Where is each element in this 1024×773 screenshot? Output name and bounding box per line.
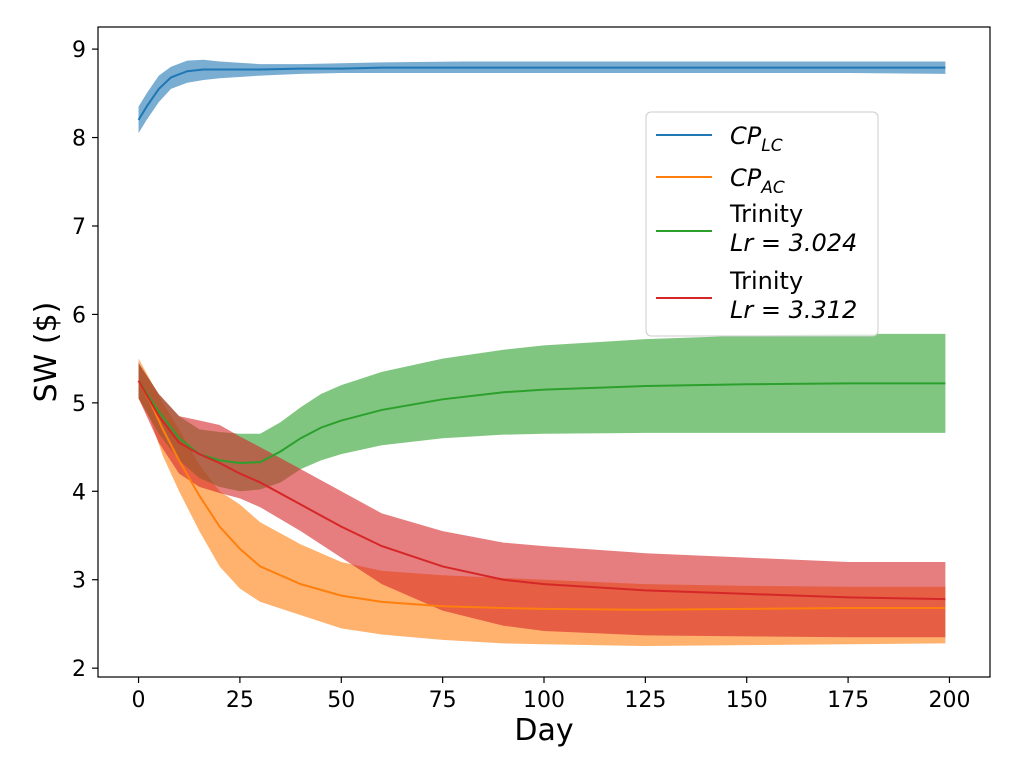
y-tick-label: 9 <box>72 38 86 63</box>
legend-label-4: Trinity <box>729 267 803 295</box>
band-series-2 <box>138 358 946 647</box>
y-tick-label: 4 <box>72 480 86 505</box>
x-tick-label: 50 <box>327 688 355 713</box>
series-lines <box>137 66 946 611</box>
y-tick-label: 3 <box>72 569 86 594</box>
line-series-4 <box>137 380 946 601</box>
x-tick-label: 0 <box>132 688 146 713</box>
y-tick-label: 8 <box>72 127 86 152</box>
legend-label-3-line2: Lr = 3.024 <box>730 229 857 257</box>
y-tick-label: 7 <box>72 215 86 240</box>
x-tick-label: 125 <box>624 688 666 713</box>
x-axis-label: Day <box>514 713 573 748</box>
legend-label-1: CPLC <box>730 122 783 156</box>
legend-label-2: CPAC <box>730 164 785 198</box>
x-axis-ticks: 0 25 50 75 100 125 150 175 200 <box>132 677 970 713</box>
y-tick-label: 5 <box>72 392 86 417</box>
x-tick-label: 100 <box>523 688 565 713</box>
band-series-3 <box>138 333 946 492</box>
line-series-2 <box>137 380 946 611</box>
x-tick-label: 25 <box>226 688 254 713</box>
y-axis-label: SW ($) <box>29 302 64 403</box>
y-tick-label: 6 <box>72 303 86 328</box>
band-series-4 <box>138 363 946 638</box>
x-tick-label: 175 <box>827 688 869 713</box>
legend-box <box>645 111 879 337</box>
legend-label-3: Trinity <box>729 200 803 228</box>
x-tick-label: 150 <box>726 688 768 713</box>
line-series-1 <box>137 66 946 121</box>
x-tick-label: 200 <box>928 688 970 713</box>
legend-label-4-line2: Lr = 3.312 <box>730 296 857 324</box>
y-axis-ticks: 2 3 4 5 6 7 8 9 <box>72 38 98 682</box>
y-tick-label: 2 <box>72 657 86 682</box>
x-tick-label: 75 <box>429 688 457 713</box>
